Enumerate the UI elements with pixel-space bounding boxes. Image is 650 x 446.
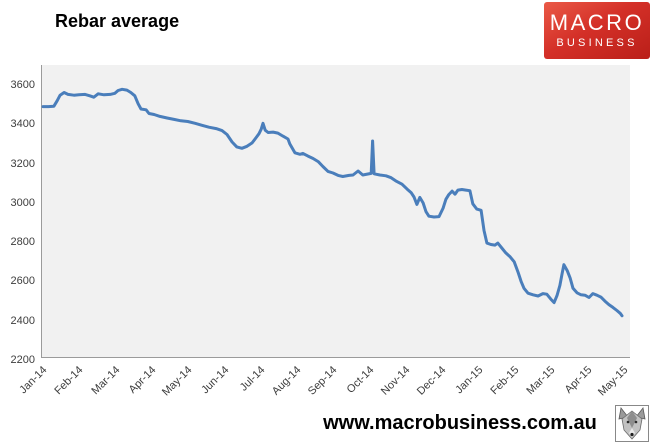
y-tick-label: 3000 (10, 196, 35, 209)
macrobusiness-logo: MACRO BUSINESS (544, 2, 650, 59)
wolf-face-graphic (618, 407, 646, 440)
y-tick-label: 2200 (10, 354, 35, 366)
footer-url: www.macrobusiness.com.au (323, 412, 597, 434)
wolf-face-icon (615, 405, 649, 442)
y-tick-label: 3200 (10, 157, 35, 170)
y-tick-label: 3600 (10, 79, 35, 91)
plot-area (41, 65, 630, 358)
logo-business-text: BUSINESS (556, 37, 638, 49)
y-tick-label: 2800 (10, 236, 35, 249)
y-tick-label: 2400 (10, 314, 35, 327)
chart-title: Rebar average (55, 11, 180, 31)
y-tick-label: 3400 (10, 118, 35, 131)
y-tick-label: 2600 (10, 275, 35, 288)
logo-macro-text: MACRO (549, 10, 645, 35)
